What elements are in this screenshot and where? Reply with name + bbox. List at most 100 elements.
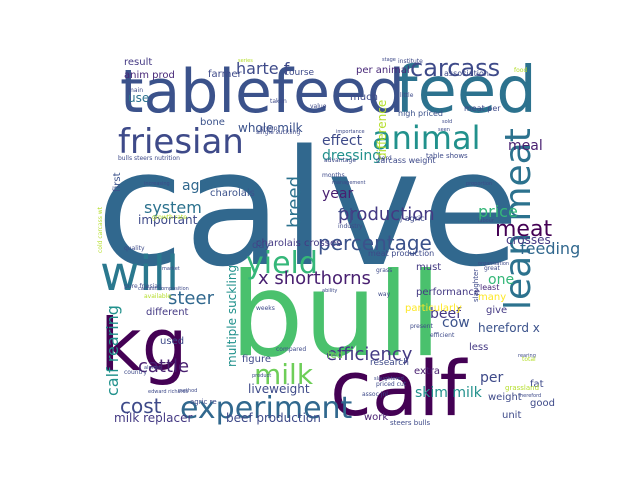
- word-course: course: [284, 68, 315, 78]
- word-particularly: particularly: [405, 303, 462, 314]
- word-ability: ability: [322, 288, 337, 294]
- word-one: one: [488, 272, 514, 288]
- word-calf: calf: [330, 344, 468, 433]
- word-charolais-crosses: charolais crosses: [256, 238, 341, 249]
- word-total: total: [522, 356, 536, 363]
- word-sold: sold: [442, 119, 452, 125]
- word-group: group: [260, 125, 278, 132]
- word-feeding: feeding: [520, 239, 580, 258]
- word-meal: meal: [508, 138, 543, 154]
- word-harte-f: harte f: [236, 59, 290, 78]
- word-grass: grass: [376, 267, 392, 274]
- word-dressing: dressing: [322, 148, 381, 164]
- word-percentage: percentage: [318, 231, 432, 255]
- word-performance: performance: [416, 287, 480, 298]
- word-growth-rate: growth rate: [152, 214, 187, 221]
- word-carcass: carcass: [410, 54, 500, 82]
- word-compared: compared: [276, 346, 306, 353]
- word-bone: bone: [200, 117, 225, 128]
- word-production: production: [338, 204, 435, 225]
- word-skim-milk: skim milk: [415, 385, 483, 401]
- word-beef: beef: [430, 306, 462, 322]
- word-anim-prod: anim prod: [124, 70, 175, 81]
- word-will: will: [100, 246, 179, 302]
- word-main: main: [128, 87, 143, 94]
- word-importance: importance: [336, 129, 365, 135]
- word-use: use: [128, 91, 149, 105]
- word-milk: milk: [254, 358, 314, 391]
- word-efficient: efficient: [430, 332, 455, 339]
- word-single-suckling: single suckling: [256, 129, 301, 136]
- word-management: management: [332, 180, 366, 186]
- word-cold-carcass-wt: cold carcass wt: [97, 206, 104, 253]
- word-bulls-steers-nutrition: bulls steers nutrition: [118, 155, 180, 162]
- word-farmer: farmer: [208, 69, 242, 80]
- word-great: great: [484, 265, 501, 272]
- word-x-shorthorns: x shorthorns: [258, 268, 371, 289]
- word-weeks: weeks: [256, 305, 275, 312]
- word-assoc-jnl: assoc jnl: [362, 391, 388, 398]
- word-used: used: [160, 336, 184, 347]
- word-good: good: [530, 398, 555, 409]
- word-organisation: organisation: [478, 261, 509, 267]
- word-food: food: [514, 67, 527, 74]
- word-stage: stage: [382, 57, 396, 63]
- word-much: much: [350, 92, 378, 103]
- word-kg: kg: [100, 303, 187, 387]
- word-institute: institute: [398, 58, 423, 65]
- word-feed: feed: [395, 54, 537, 128]
- word-priced-cut: priced cut: [376, 381, 407, 388]
- word-friesian: friesian: [118, 122, 244, 162]
- word-series: series: [238, 58, 253, 64]
- word-slaughtered: slaughtered: [374, 376, 404, 382]
- word-milk-replacer: milk replacer: [114, 411, 192, 425]
- word-bull: bull: [230, 248, 442, 383]
- word-hereford: hereford: [520, 393, 541, 399]
- word-extra: extra: [414, 366, 440, 377]
- word-high-priced: high priced: [398, 109, 443, 118]
- word-agric-re: agric re: [190, 398, 217, 406]
- word-must: must: [416, 262, 441, 273]
- word-price: price: [478, 202, 518, 221]
- word-meat: meat: [495, 217, 552, 242]
- word-cow: cow: [442, 315, 470, 331]
- word-breed: breed: [284, 176, 305, 228]
- word-efficiency: efficiency: [326, 344, 413, 365]
- word-least: least: [480, 283, 499, 292]
- word-beef-production: beef production: [226, 411, 321, 425]
- word-meat-production: meat production: [368, 249, 434, 258]
- word-hereford-x: hereford x: [478, 321, 540, 335]
- word-difference: difference: [375, 100, 389, 160]
- word-lean-meat: lean meat: [498, 128, 539, 310]
- word-unit: unit: [502, 410, 521, 421]
- word-months: months: [322, 172, 345, 179]
- word-experiment: experiment: [180, 391, 353, 426]
- word-present: present: [410, 323, 433, 330]
- word-crosses: crosses: [506, 233, 551, 247]
- word-tablefeed: tablefeed: [120, 57, 405, 127]
- word-give: give: [486, 305, 507, 316]
- word-different: different: [146, 307, 189, 318]
- word-weight: weight: [488, 392, 522, 403]
- word-method: method: [178, 388, 197, 394]
- word-research: research: [370, 358, 409, 368]
- word-steer: steer: [168, 288, 215, 309]
- word-advantage: advantage: [324, 157, 356, 164]
- word-association: association: [444, 69, 489, 78]
- word-whole-milk: whole milk: [238, 121, 303, 135]
- word-f-j: f j: [338, 205, 353, 224]
- word-value: value: [310, 103, 327, 110]
- word-carcass-weight: carcass weight: [376, 156, 436, 165]
- word-system: system: [144, 198, 202, 217]
- word-work: work: [364, 412, 388, 423]
- word-seen: seen: [438, 127, 450, 133]
- word-effect: effect: [322, 133, 363, 149]
- word-proportion: proportion: [466, 181, 492, 187]
- word-result: result: [124, 57, 152, 68]
- word-yield: yield: [246, 246, 318, 281]
- word-day: day: [252, 240, 270, 251]
- word-charolais: charolais: [210, 188, 255, 199]
- word-first: first: [112, 172, 123, 192]
- word-multiple-suckling: multiple suckling: [225, 265, 239, 367]
